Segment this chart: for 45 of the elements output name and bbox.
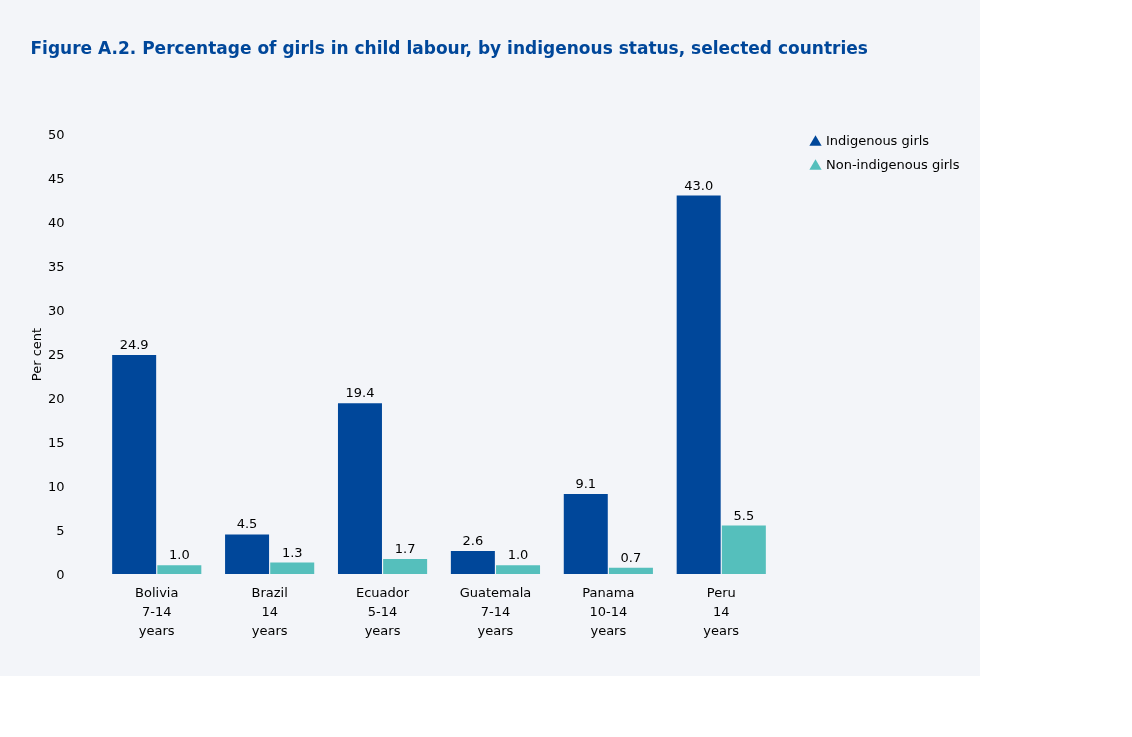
data-label: 5.5: [733, 507, 755, 523]
bar: [676, 195, 721, 574]
bar: [337, 403, 382, 574]
y-tick-label: 30: [47, 302, 65, 318]
data-label: 19.4: [345, 385, 375, 401]
legend-label: Non-indigenous girls: [826, 156, 960, 172]
bar: [721, 525, 766, 574]
data-label: 4.5: [236, 516, 258, 532]
y-tick-label: 10: [47, 478, 65, 494]
data-label: 2.6: [462, 533, 484, 549]
data-label: 0.7: [620, 549, 642, 565]
x-tick-label: Panama 10-14 years: [582, 584, 635, 638]
x-tick-label: Ecuador 5-14 years: [355, 584, 410, 638]
x-tick-label: Brazil 14 years: [251, 584, 288, 638]
data-label: 9.1: [575, 475, 597, 491]
y-tick-label: 40: [47, 214, 65, 230]
bar: [270, 562, 315, 574]
x-tick-label: Guatemala 7-14 years: [459, 584, 532, 638]
data-label: 1.0: [507, 547, 529, 563]
data-label: 43.0: [684, 177, 714, 193]
bar: [450, 551, 495, 574]
data-label: 1.7: [394, 541, 416, 557]
y-tick-label: 20: [47, 390, 65, 406]
bar: [383, 559, 428, 574]
bar: [608, 567, 653, 574]
y-axis-title: Per cent: [28, 327, 44, 382]
bar: [563, 493, 608, 574]
chart-title: Figure A.2. Percentage of girls in child labour, by indigenous status, selected countries: [30, 38, 868, 58]
data-label: 1.3: [281, 544, 303, 560]
y-tick-label: 25: [47, 346, 65, 362]
data-label: 24.9: [119, 336, 149, 352]
y-tick-label: 5: [56, 522, 65, 538]
y-tick-label: 15: [47, 434, 65, 450]
data-label: 1.0: [168, 547, 190, 563]
legend-label: Indigenous girls: [826, 132, 930, 148]
y-tick-label: 50: [47, 126, 65, 142]
y-tick-label: 35: [47, 258, 65, 274]
x-tick-label: Peru 14 years: [703, 584, 740, 638]
bar: [112, 354, 157, 574]
bar: [157, 565, 202, 574]
y-tick-label: 0: [56, 566, 65, 582]
bar: [496, 565, 541, 574]
x-tick-label: Bolivia 7-14 years: [135, 584, 179, 638]
bar: [225, 534, 270, 574]
y-tick-label: 45: [47, 170, 65, 186]
